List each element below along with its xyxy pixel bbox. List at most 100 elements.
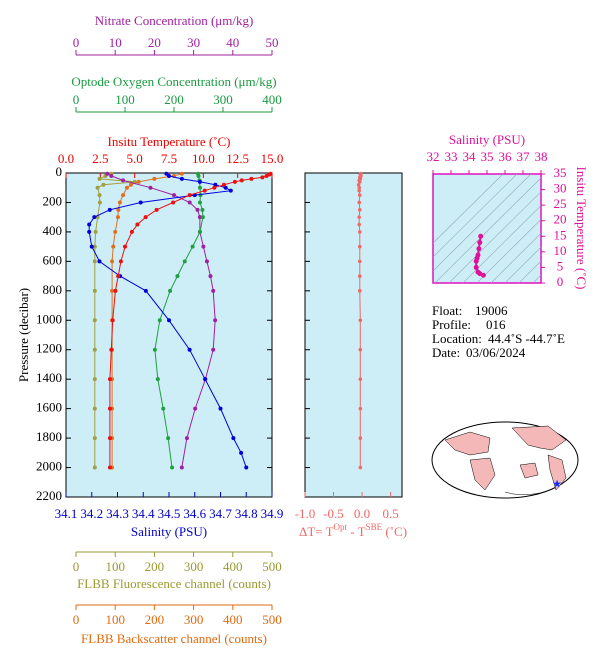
profile-point	[196, 173, 201, 178]
profile-point	[92, 259, 97, 264]
profile-point	[89, 244, 94, 249]
x-tick-label: 400	[223, 612, 243, 627]
profile-point	[115, 215, 120, 220]
ts-point	[475, 252, 481, 258]
y-tick-label: 0	[557, 274, 564, 289]
x-tick-label: 400	[262, 92, 282, 107]
profile-point	[193, 406, 198, 411]
profile-point	[197, 185, 202, 190]
profile-point	[107, 377, 112, 382]
profile-point	[154, 207, 159, 212]
profile-point	[190, 244, 195, 249]
float-location-marker: ★	[552, 479, 562, 491]
difference-point	[357, 289, 362, 293]
profile-point	[187, 193, 192, 198]
x-tick-label: 7.5	[161, 151, 177, 166]
x-tick-label: 20	[148, 35, 161, 50]
x-tick-label: 200	[164, 92, 184, 107]
coast	[504, 491, 541, 495]
profile-point	[117, 200, 122, 205]
profile-point	[200, 207, 205, 212]
x-axis-label: Nitrate Concentration (μm/kg)	[95, 13, 254, 28]
difference-point	[358, 465, 363, 470]
land	[444, 431, 491, 456]
x-tick-label: 34.7	[209, 506, 232, 521]
profile-point	[167, 318, 171, 323]
isopycnal	[476, 218, 541, 283]
difference-point	[357, 215, 362, 219]
y-tick-label: 15	[554, 227, 567, 242]
x-tick-label: 35	[481, 149, 494, 164]
profile-point	[231, 436, 236, 441]
y-tick-label: 200	[43, 193, 63, 208]
profile-point	[228, 188, 233, 193]
x-tick-label: 30	[187, 35, 200, 50]
profile-point	[202, 188, 207, 193]
profile-point	[148, 185, 153, 190]
difference-point	[357, 259, 362, 264]
profile-point	[92, 436, 97, 441]
profile-point	[179, 465, 184, 470]
profile-point	[184, 436, 189, 441]
x-tick-label: 100	[105, 559, 125, 574]
profile-point	[118, 259, 123, 264]
profile-point	[157, 318, 162, 323]
difference-point	[357, 185, 362, 190]
difference-point	[357, 230, 362, 234]
ts-point	[473, 264, 479, 270]
profile-point	[92, 318, 97, 323]
profile-point	[201, 244, 206, 249]
x-axis-label-part: - T	[347, 524, 366, 539]
x-tick-label: 15.0	[261, 151, 284, 166]
x-tick-label: 300	[184, 612, 204, 627]
x-axis-label: ΔT= TOpt - TSBE (˚C)	[299, 522, 407, 539]
land	[469, 457, 496, 491]
profile-point	[107, 436, 112, 441]
profile-point	[249, 176, 254, 181]
difference-point	[357, 244, 362, 249]
profile-point	[203, 377, 208, 382]
land	[511, 425, 567, 451]
profile-point	[121, 178, 126, 183]
isopycnal	[448, 191, 541, 283]
x-axis-label-part: ΔT= T	[299, 524, 334, 539]
isopycnal	[433, 174, 518, 258]
x-tick-label: 0.0	[354, 506, 370, 521]
x-axis-label: Salinity (PSU)	[131, 524, 207, 539]
y-tick-label: 0	[56, 164, 63, 179]
y-tick-label: 30	[554, 181, 567, 196]
info-key: Profile:	[432, 317, 471, 332]
x-tick-label: -1.0	[295, 506, 316, 521]
info-value: 44.4˚S -44.7˚E	[488, 331, 565, 346]
x-tick-label: 0	[73, 92, 80, 107]
x-tick-label: 34.6	[183, 506, 206, 521]
difference-plot-area	[304, 172, 403, 498]
profile-point	[95, 185, 100, 190]
profile-point	[152, 176, 157, 181]
profile-point	[110, 288, 115, 293]
profile-point	[197, 200, 202, 205]
y-tick-label: 1800	[36, 429, 62, 444]
profile-point	[110, 318, 115, 323]
x-axis-label: FLBB Backscatter channel (counts)	[81, 631, 267, 646]
y-axis-label: Pressure (decibar)	[16, 288, 31, 382]
difference-point	[358, 406, 363, 411]
isopycnal	[433, 174, 532, 272]
profile-point	[175, 274, 180, 279]
profile-point	[239, 450, 244, 455]
difference-point	[358, 318, 363, 323]
x-tick-label: 500	[262, 559, 282, 574]
land	[547, 454, 567, 491]
difference-point	[357, 200, 362, 205]
x-axis-label-part: (˚C)	[382, 524, 407, 539]
profile-line	[88, 173, 247, 468]
ts-point	[478, 233, 484, 239]
x-tick-label: 2.5	[92, 151, 108, 166]
profile-point	[92, 288, 97, 293]
profile-point	[121, 193, 126, 198]
x-axis-label: Optode Oxygen Concentration (μm/kg)	[71, 74, 276, 89]
x-tick-label: 40	[226, 35, 239, 50]
profile-point	[93, 229, 98, 234]
profile-point	[116, 274, 121, 279]
